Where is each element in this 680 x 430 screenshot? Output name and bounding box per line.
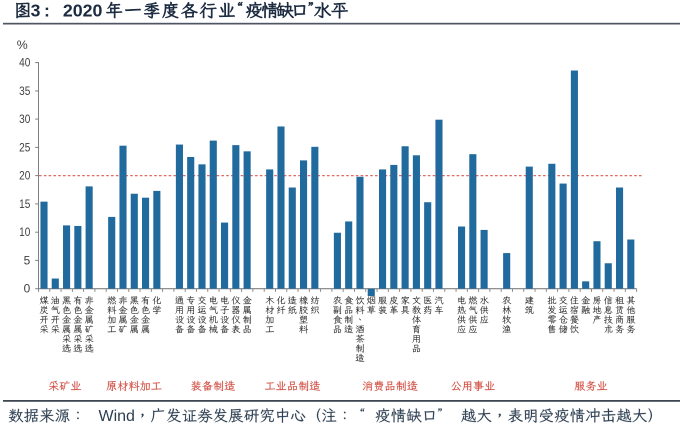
svg-text::: :: [44, 0, 50, 20]
svg-text:10: 10: [19, 225, 31, 239]
svg-text:2020: 2020: [63, 0, 103, 20]
svg-text:5: 5: [24, 253, 31, 267]
svg-text:3: 3: [31, 0, 41, 20]
svg-text:0: 0: [24, 282, 31, 296]
svg-text:30: 30: [19, 112, 31, 126]
svg-text:20: 20: [19, 169, 31, 183]
svg-text:15: 15: [19, 197, 31, 211]
svg-text:Wind: Wind: [99, 408, 135, 425]
svg-text:35: 35: [19, 84, 31, 98]
svg-text:25: 25: [19, 140, 31, 154]
svg-text:%: %: [17, 38, 28, 52]
svg-text:40: 40: [19, 56, 31, 70]
